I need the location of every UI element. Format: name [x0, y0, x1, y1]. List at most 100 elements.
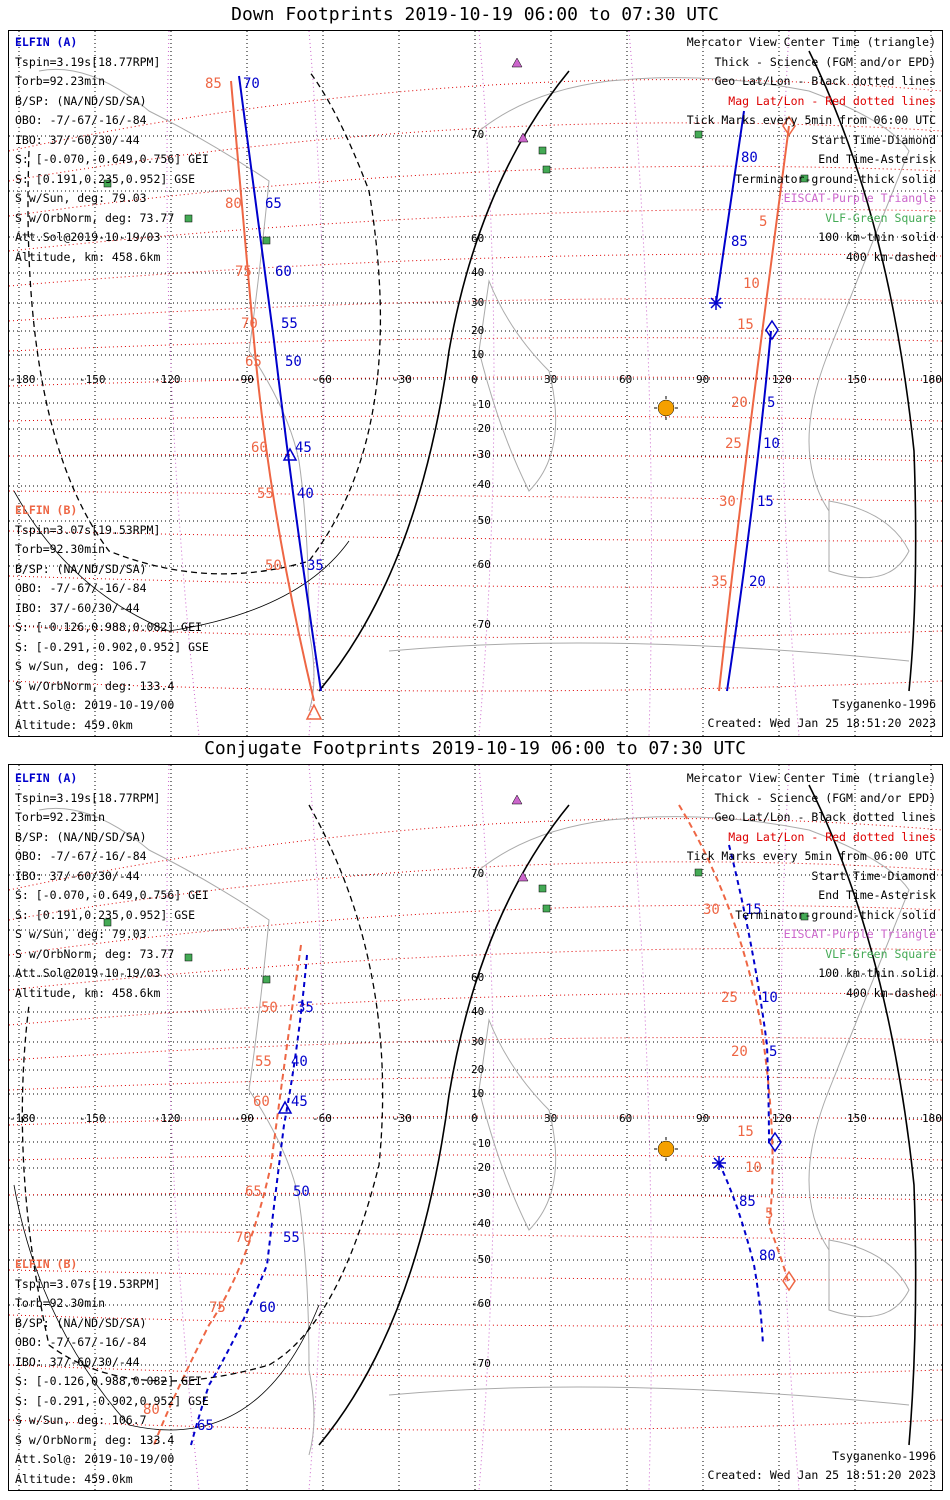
- info-line: S w/OrbNorm, deg: 133.4: [15, 678, 175, 693]
- vlf-square: [542, 165, 551, 174]
- info-line: S: [0.191,0.235,0.952] GSE: [15, 171, 196, 186]
- eiscat-triangle: [517, 871, 529, 882]
- track-label-a: 80: [741, 150, 758, 166]
- track-label-b: 20: [731, 1044, 748, 1060]
- track-label-b: 10: [743, 276, 760, 292]
- track-label-b: 80: [225, 196, 242, 212]
- info-line: B/SP: (NA/ND/SD/SA): [15, 1315, 147, 1330]
- info-line: Att.Sol@: 2019-10-19/00: [15, 698, 175, 712]
- legend-item: Tick Marks every 5min from 06:00 UTC: [686, 113, 936, 127]
- info-line: S: [-0.126,0.988,0.082] GEI: [15, 620, 202, 634]
- track-label-b: 60: [253, 1094, 270, 1110]
- lon-tick: -120: [154, 373, 181, 386]
- vlf-square: [694, 868, 703, 877]
- track-label-a: 15: [745, 902, 762, 918]
- info-line: S w/OrbNorm, deg: 73.77: [15, 210, 175, 225]
- lat-tick: -40: [471, 1217, 491, 1230]
- lat-tick: -40: [471, 478, 491, 491]
- track-label-a: 80: [759, 1248, 776, 1264]
- info-line: S: [-0.070,-0.649,0.756] GEI: [15, 152, 209, 166]
- legend-conjugate: Mercator View Center Time (triangle) Thi…: [687, 769, 936, 1003]
- track-label-b: 75: [209, 1300, 226, 1316]
- track-label-a: 60: [259, 1300, 276, 1316]
- lat-tick: 20: [471, 324, 485, 337]
- info-line: S: [-0.070,-0.649,0.756] GEI: [15, 888, 209, 902]
- legend-item: Mag Lat/Lon - Red dotted lines: [728, 829, 936, 844]
- info-line: S w/Sun, deg: 106.7: [15, 659, 147, 673]
- track-label-a: 40: [297, 486, 314, 502]
- lon-tick: 30: [544, 373, 558, 386]
- track-label-a: 15: [757, 494, 774, 510]
- info-line: Altitude: 459.0km: [15, 1471, 133, 1486]
- lon-tick: 90: [696, 373, 710, 386]
- legend-item: Start Time-Diamond: [811, 132, 936, 147]
- track-label-a: 35: [307, 558, 324, 574]
- legend-item: Geo Lat/Lon - Black dotted lines: [714, 74, 936, 88]
- coastlines-conjugate: [38, 807, 910, 1456]
- track-label-a: 85: [739, 1194, 756, 1210]
- lon-tick: 120: [772, 373, 792, 386]
- lon-tick: 120: [772, 1112, 792, 1125]
- info-line: S w/Sun, deg: 79.03: [15, 191, 147, 205]
- elfin-a-track-down: [238, 75, 779, 692]
- info-line: Att.Sol@: 2019-10-19/00: [15, 1452, 175, 1466]
- legend-item: 400 km-dashed: [845, 249, 936, 264]
- legend-item: EISCAT-Purple Triangle: [783, 191, 936, 205]
- vlf-square: [103, 918, 112, 927]
- info-line: IBO: 37/-60/30/-44: [15, 132, 140, 147]
- info-line: S w/OrbNorm, deg: 133.4: [15, 1432, 175, 1447]
- vlf-square: [262, 975, 271, 984]
- vlf-square: [538, 146, 547, 155]
- sun-icon-down: [654, 396, 678, 420]
- info-line: Tspin=3.07s[19.53RPM]: [15, 522, 161, 537]
- track-label-b: 20: [731, 395, 748, 411]
- info-line: OBO: -7/-67/-16/-84: [15, 581, 147, 595]
- track-label-a: 50: [285, 354, 302, 370]
- lat-tick: -70: [471, 618, 491, 631]
- terminator-down: [13, 50, 917, 692]
- model-label: Tsyganenko-1996: [832, 1449, 936, 1463]
- vlf-square: [184, 214, 193, 223]
- lat-tick: -30: [471, 1187, 491, 1200]
- lat-tick: 60: [471, 232, 485, 245]
- panel-title-conjugate: Conjugate Footprints 2019-10-19 06:00 to…: [204, 738, 746, 759]
- lat-tick: -50: [471, 1253, 491, 1266]
- terminator-conjugate: [13, 784, 917, 1446]
- info-line: OBO: -7/-67/-16/-84: [15, 1335, 147, 1349]
- vlf-square: [800, 174, 809, 183]
- info-line: S: [-0.291,-0.902,0.952] GSE: [15, 639, 209, 654]
- legend-item: Thick - Science (FGM and/or EPD): [714, 54, 936, 69]
- track-label-b: 65: [245, 1184, 262, 1200]
- legend-item: End Time-Asterisk: [818, 888, 936, 902]
- info-line: Torb=92.23min: [15, 74, 106, 88]
- track-label-b: 15: [737, 317, 754, 333]
- lon-tick: -180: [9, 1112, 36, 1125]
- start-diamond-b: [782, 115, 796, 137]
- map-canvas-down: [9, 31, 942, 736]
- start-diamond-b: [782, 1270, 796, 1292]
- lon-tick: 180: [922, 373, 942, 386]
- legend-item: VLF-Green Square: [825, 946, 936, 961]
- lon-tick: -180: [9, 373, 36, 386]
- lat-tick: 70: [471, 867, 485, 880]
- vlf-square: [694, 130, 703, 139]
- legend-item: Geo Lat/Lon - Black dotted lines: [714, 810, 936, 824]
- track-label-a: 35: [297, 1000, 314, 1016]
- legend-item: 400 km-dashed: [845, 985, 936, 1000]
- model-label: Tsyganenko-1996: [832, 697, 936, 711]
- station-markers-down: [103, 57, 809, 245]
- lon-tick: 0: [471, 373, 478, 386]
- track-label-a: 60: [275, 264, 292, 280]
- lon-tick: 90: [696, 1112, 710, 1125]
- lon-tick: -120: [154, 1112, 181, 1125]
- lat-tick: -70: [471, 1357, 491, 1370]
- elfin-a-track-conjugate: [190, 844, 770, 1446]
- track-label-b: 50: [261, 1000, 278, 1016]
- legend-item: Thick - Science (FGM and/or EPD): [714, 790, 936, 805]
- info-line: Att.Sol@2019-10-19/03: [15, 230, 161, 244]
- elfin-b-name: ELFIN (B): [15, 503, 78, 517]
- lon-tick: 150: [847, 1112, 867, 1125]
- view-triangle-a: [282, 447, 298, 461]
- elfin-b-name: ELFIN (B): [15, 1257, 78, 1271]
- track-label-a: 10: [763, 436, 780, 452]
